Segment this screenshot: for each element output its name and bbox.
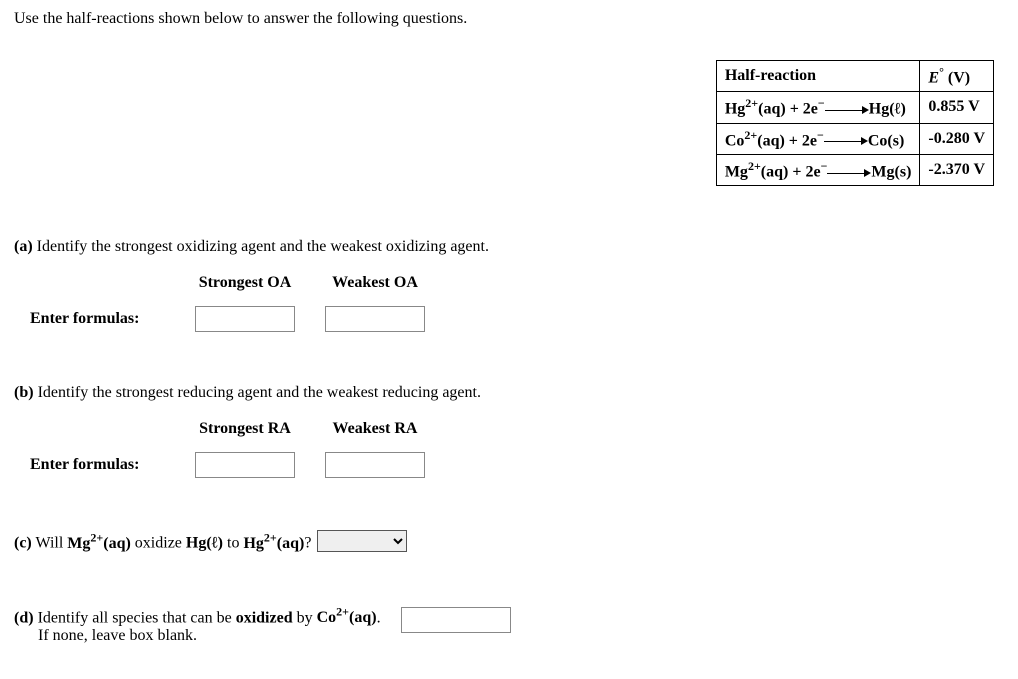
part-b: (b) Identify the strongest reducing agen… — [14, 384, 1004, 478]
species3-el: Hg — [243, 535, 263, 552]
strongest-ra-input[interactable] — [195, 452, 295, 478]
strongest-ra-header: Strongest RA — [180, 420, 310, 438]
electrons: + 2e — [785, 132, 817, 149]
part-a-input-row: Enter formulas: — [30, 306, 1004, 332]
part-c-mid2: to — [223, 535, 243, 552]
ion-symbol: Mg — [725, 163, 748, 180]
potential-symbol: E — [928, 69, 939, 86]
header-potential: E° (V) — [920, 61, 994, 92]
product-state: (s) — [887, 132, 904, 149]
potential-cell: 0.855 V — [920, 92, 994, 123]
part-d-prefix: Identify all species that can be — [34, 609, 236, 626]
enter-formulas-label: Enter formulas: — [30, 310, 180, 328]
half-reaction-table: Half-reaction E° (V) Hg2+(aq) + 2e−Hg(ℓ)… — [716, 60, 994, 186]
header-reaction: Half-reaction — [716, 61, 920, 92]
table-row: Co2+(aq) + 2e−Co(s) -0.280 V — [716, 123, 993, 154]
species1-state: (aq) — [103, 535, 131, 552]
enter-formulas-label: Enter formulas: — [30, 456, 180, 474]
arrow-icon — [825, 105, 869, 115]
intro-text: Use the half-reactions shown below to an… — [14, 10, 1004, 28]
part-a-label: (a) — [14, 238, 33, 255]
species2-state: (ℓ) — [206, 535, 223, 552]
part-b-text: Identify the strongest reducing agent an… — [34, 384, 481, 401]
electrons: + 2e — [788, 163, 820, 180]
product-state: (s) — [895, 163, 912, 180]
ion-state: (aq) — [758, 101, 786, 118]
part-d-species-state: (aq) — [349, 609, 377, 626]
part-c-label: (c) — [14, 535, 32, 552]
weakest-ra-header: Weakest RA — [310, 420, 440, 438]
part-c-select[interactable] — [317, 530, 407, 552]
part-d-label: (d) — [14, 609, 34, 626]
part-c: (c) Will Mg2+(aq) oxidize Hg(ℓ) to Hg2+(… — [14, 530, 1004, 552]
part-b-question: (b) Identify the strongest reducing agen… — [14, 384, 1004, 402]
ion-charge: 2+ — [745, 96, 758, 110]
part-c-suffix: ? — [304, 535, 311, 552]
table-row: Mg2+(aq) + 2e−Mg(s) -2.370 V — [716, 154, 993, 185]
part-b-label: (b) — [14, 384, 34, 401]
part-d-subtext: If none, leave box blank. — [38, 627, 381, 645]
species3-charge: 2+ — [264, 530, 277, 544]
part-d-mid: by — [293, 609, 317, 626]
weakest-oa-header: Weakest OA — [310, 274, 440, 292]
electron-charge: − — [818, 96, 825, 110]
reaction-cell: Mg2+(aq) + 2e−Mg(s) — [716, 154, 920, 185]
electron-charge: − — [821, 159, 828, 173]
part-c-question: (c) Will Mg2+(aq) oxidize Hg(ℓ) to Hg2+(… — [14, 530, 1004, 552]
potential-cell: -0.280 V — [920, 123, 994, 154]
ion-state: (aq) — [761, 163, 789, 180]
part-a-question: (a) Identify the strongest oxidizing age… — [14, 238, 1004, 256]
species2-el: Hg — [186, 535, 206, 552]
strongest-oa-input[interactable] — [195, 306, 295, 332]
ion-charge: 2+ — [748, 159, 761, 173]
potential-cell: -2.370 V — [920, 154, 994, 185]
part-c-mid1: oxidize — [131, 535, 186, 552]
product-symbol: Hg — [869, 101, 889, 118]
weakest-oa-input[interactable] — [325, 306, 425, 332]
electron-charge: − — [817, 128, 824, 142]
product-state: (ℓ) — [889, 101, 906, 118]
part-d-question: (d) Identify all species that can be oxi… — [14, 605, 381, 645]
top-area: Half-reaction E° (V) Hg2+(aq) + 2e−Hg(ℓ)… — [14, 36, 1004, 186]
part-d-suffix: . — [377, 609, 381, 626]
half-reaction-table-wrap: Half-reaction E° (V) Hg2+(aq) + 2e−Hg(ℓ)… — [716, 60, 994, 186]
ion-symbol: Co — [725, 132, 745, 149]
reaction-cell: Co2+(aq) + 2e−Co(s) — [716, 123, 920, 154]
weakest-ra-input[interactable] — [325, 452, 425, 478]
species1-charge: 2+ — [90, 530, 103, 544]
arrow-icon — [827, 168, 871, 178]
part-d-species-el: Co — [317, 609, 337, 626]
part-d-bold: oxidized — [236, 609, 293, 626]
potential-unit: (V) — [944, 69, 970, 86]
table-header-row: Half-reaction E° (V) — [716, 61, 993, 92]
product-symbol: Co — [868, 132, 888, 149]
part-d-species-charge: 2+ — [336, 605, 349, 619]
strongest-oa-header: Strongest OA — [180, 274, 310, 292]
part-a: (a) Identify the strongest oxidizing age… — [14, 238, 1004, 332]
species1-el: Mg — [67, 535, 90, 552]
ion-charge: 2+ — [744, 128, 757, 142]
part-a-text: Identify the strongest oxidizing agent a… — [33, 238, 489, 255]
part-d: (d) Identify all species that can be oxi… — [14, 605, 1004, 645]
product-symbol: Mg — [871, 163, 894, 180]
arrow-icon — [824, 136, 868, 146]
part-b-input-row: Enter formulas: — [30, 452, 1004, 478]
table-row: Hg2+(aq) + 2e−Hg(ℓ) 0.855 V — [716, 92, 993, 123]
species3-state: (aq) — [277, 535, 305, 552]
part-a-headers: Strongest OA Weakest OA — [30, 274, 1004, 292]
ion-state: (aq) — [757, 132, 785, 149]
part-d-input[interactable] — [401, 607, 511, 633]
part-b-headers: Strongest RA Weakest RA — [30, 420, 1004, 438]
part-c-prefix: Will — [32, 535, 68, 552]
ion-symbol: Hg — [725, 101, 745, 118]
reaction-cell: Hg2+(aq) + 2e−Hg(ℓ) — [716, 92, 920, 123]
electrons: + 2e — [786, 101, 818, 118]
